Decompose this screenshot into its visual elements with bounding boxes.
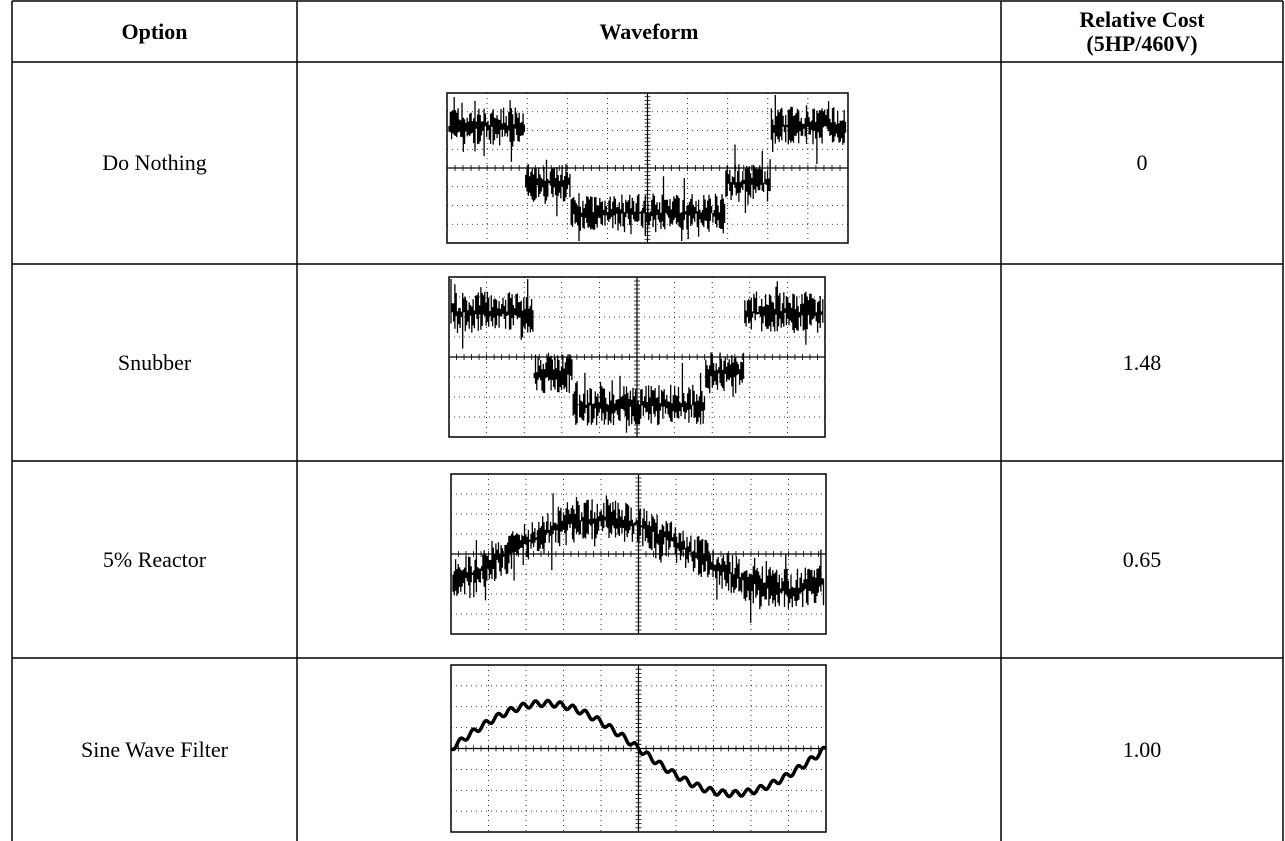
header-cell: Waveform (297, 1, 1001, 62)
option-cell: 5% Reactor (12, 461, 297, 658)
option-cell: Do Nothing (12, 62, 297, 264)
cost-cell: 1.00 (1001, 658, 1283, 841)
cost-cell: 0 (1001, 62, 1283, 264)
option-cell: Sine Wave Filter (12, 658, 297, 841)
cost-cell: 0.65 (1001, 461, 1283, 658)
cost-cell: 1.48 (1001, 264, 1283, 461)
header-cell: Relative Cost (5HP/460V) (1040, 1, 1244, 62)
option-cell: Snubber (12, 264, 297, 461)
page: Option Waveform Relative Cost (5HP/460V)… (0, 0, 1285, 841)
header-cell: Option (12, 1, 297, 62)
